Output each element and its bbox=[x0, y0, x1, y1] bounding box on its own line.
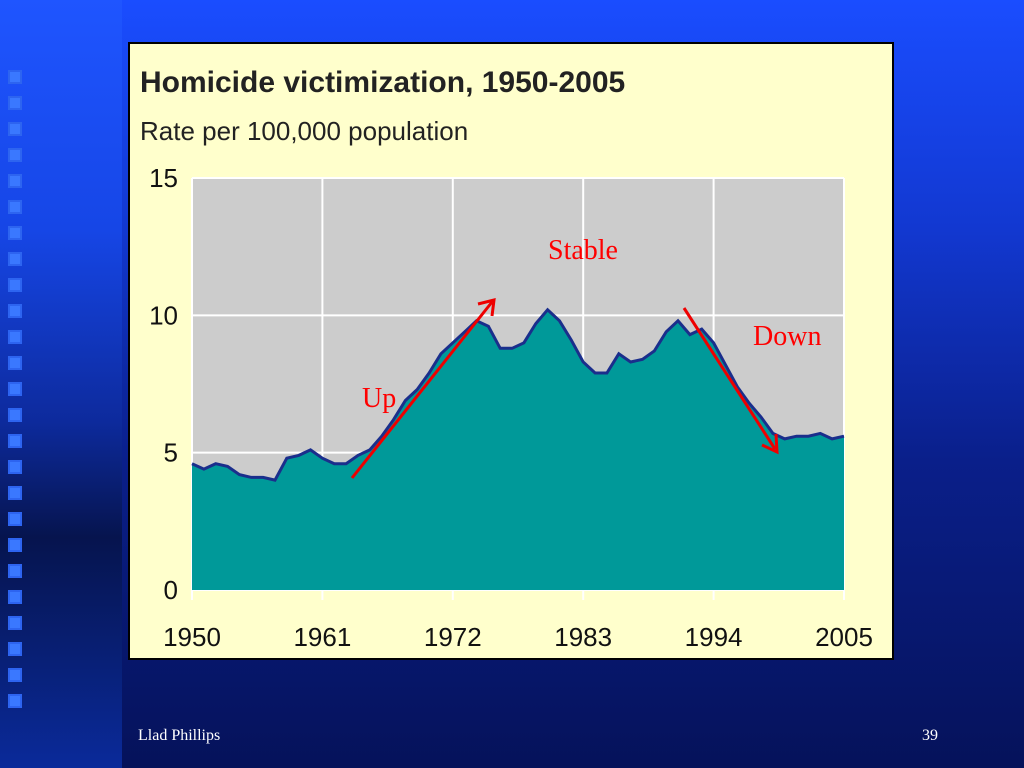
decorative-square bbox=[8, 642, 22, 656]
series-line bbox=[191, 307, 845, 482]
y-tick-label: 0 bbox=[164, 575, 178, 605]
decorative-square bbox=[8, 148, 22, 162]
arrow-down bbox=[682, 307, 779, 455]
decorative-square bbox=[8, 694, 22, 708]
arrow-up bbox=[350, 298, 496, 479]
y-tick-label: 10 bbox=[149, 300, 178, 330]
left-decorative-strip bbox=[0, 0, 122, 768]
chart-subtitle: Rate per 100,000 population bbox=[140, 116, 468, 146]
y-tick-label: 5 bbox=[164, 438, 178, 468]
decorative-square bbox=[8, 200, 22, 214]
decorative-square bbox=[8, 252, 22, 266]
decorative-square bbox=[8, 174, 22, 188]
decorative-square bbox=[8, 486, 22, 500]
decorative-square bbox=[8, 408, 22, 422]
x-tick-label: 1950 bbox=[163, 622, 221, 652]
slide-number: 39 bbox=[922, 727, 938, 744]
decorative-square bbox=[8, 538, 22, 552]
annotation-down: Down bbox=[753, 321, 821, 352]
decorative-square bbox=[8, 304, 22, 318]
decorative-square bbox=[8, 70, 22, 84]
area-series bbox=[192, 309, 844, 590]
decorative-square bbox=[8, 226, 22, 240]
footer-author: Llad Phillips bbox=[138, 727, 221, 744]
decorative-square bbox=[8, 590, 22, 604]
decorative-square bbox=[8, 278, 22, 292]
x-tick-label: 1983 bbox=[554, 622, 612, 652]
decorative-square bbox=[8, 122, 22, 136]
decorative-square bbox=[8, 564, 22, 578]
x-tick-label: 1994 bbox=[685, 622, 743, 652]
decorative-square bbox=[8, 460, 22, 474]
x-tick-label: 2005 bbox=[815, 622, 873, 652]
annotation-up: Up bbox=[362, 383, 396, 414]
homicide-chart: Homicide victimization, 1950-2005 Rate p… bbox=[140, 66, 873, 652]
decorative-square bbox=[8, 512, 22, 526]
y-tick-label: 15 bbox=[149, 163, 178, 193]
decorative-square bbox=[8, 330, 22, 344]
decorative-square bbox=[8, 434, 22, 448]
annotation-stable: Stable bbox=[548, 235, 618, 266]
x-tick-label: 1972 bbox=[424, 622, 482, 652]
chart-title: Homicide victimization, 1950-2005 bbox=[140, 66, 625, 99]
plot-area: 1950 1961 1972 1983 1994 2005 0 5 10 15 bbox=[149, 163, 873, 652]
decorative-squares bbox=[8, 70, 28, 720]
decorative-square bbox=[8, 96, 22, 110]
decorative-square bbox=[8, 382, 22, 396]
decorative-square bbox=[8, 616, 22, 630]
chart-panel: Homicide victimization, 1950-2005 Rate p… bbox=[128, 42, 894, 660]
decorative-square bbox=[8, 356, 22, 370]
decorative-square bbox=[8, 668, 22, 682]
x-tick-label: 1961 bbox=[293, 622, 351, 652]
